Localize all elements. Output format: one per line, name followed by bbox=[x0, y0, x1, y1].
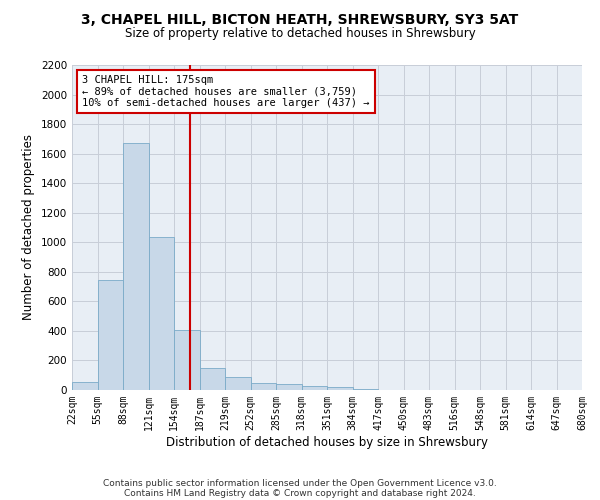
Bar bbox=[302, 386, 327, 390]
X-axis label: Distribution of detached houses by size in Shrewsbury: Distribution of detached houses by size … bbox=[166, 436, 488, 448]
Text: Contains HM Land Registry data © Crown copyright and database right 2024.: Contains HM Land Registry data © Crown c… bbox=[124, 488, 476, 498]
Bar bbox=[276, 384, 302, 390]
Bar bbox=[72, 382, 97, 390]
Text: 3, CHAPEL HILL, BICTON HEATH, SHREWSBURY, SY3 5AT: 3, CHAPEL HILL, BICTON HEATH, SHREWSBURY… bbox=[82, 12, 518, 26]
Bar bbox=[225, 378, 251, 390]
Bar bbox=[97, 280, 123, 390]
Bar bbox=[353, 388, 378, 390]
Y-axis label: Number of detached properties: Number of detached properties bbox=[22, 134, 35, 320]
Bar bbox=[251, 382, 276, 390]
Bar bbox=[199, 368, 225, 390]
Bar bbox=[174, 330, 199, 390]
Text: 3 CHAPEL HILL: 175sqm
← 89% of detached houses are smaller (3,759)
10% of semi-d: 3 CHAPEL HILL: 175sqm ← 89% of detached … bbox=[82, 74, 370, 108]
Bar bbox=[327, 387, 353, 390]
Bar bbox=[149, 237, 174, 390]
Text: Contains public sector information licensed under the Open Government Licence v3: Contains public sector information licen… bbox=[103, 478, 497, 488]
Text: Size of property relative to detached houses in Shrewsbury: Size of property relative to detached ho… bbox=[125, 28, 475, 40]
Bar bbox=[123, 144, 149, 390]
